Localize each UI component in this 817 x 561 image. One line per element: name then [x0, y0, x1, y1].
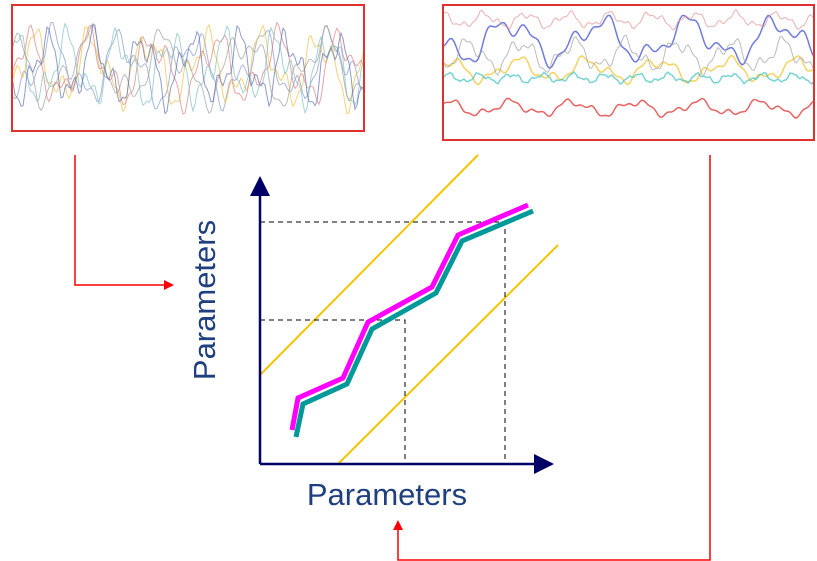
- signal-left: [13, 22, 363, 114]
- curve-teal: [296, 211, 533, 437]
- signal-trace: [444, 15, 814, 68]
- curve-magenta: [292, 205, 528, 430]
- signal-right: [444, 10, 814, 119]
- signal-trace: [444, 10, 814, 30]
- x-axis-label: Parameters: [307, 477, 467, 512]
- arrow-left: [75, 155, 172, 285]
- signal-trace: [444, 98, 814, 118]
- signal-trace: [13, 25, 363, 113]
- y-axis-label: Parameters: [187, 220, 222, 380]
- signal-trace: [444, 72, 814, 84]
- bound-lower: [338, 245, 558, 464]
- diagram: Parameters Parameters: [0, 0, 817, 561]
